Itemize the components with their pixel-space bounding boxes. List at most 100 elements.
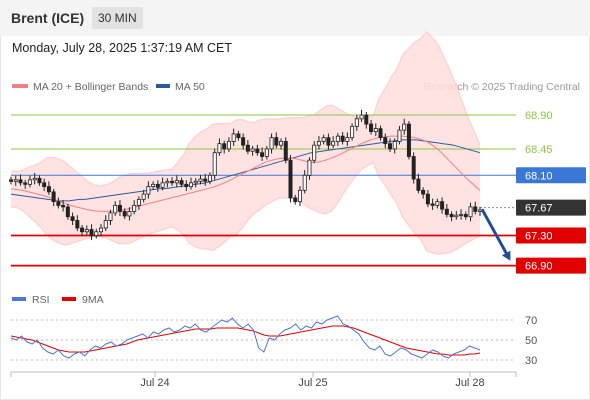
- candle: [293, 194, 298, 205]
- bollinger-lower-line: [10, 161, 481, 255]
- candle-body: [260, 152, 265, 157]
- candle-body: [117, 205, 122, 212]
- candle: [27, 175, 32, 188]
- candle: [430, 198, 435, 210]
- candle: [151, 181, 156, 190]
- candle-body: [369, 123, 374, 133]
- candle-body: [231, 133, 236, 142]
- candle-body: [23, 182, 28, 185]
- candle: [307, 157, 312, 180]
- x-tick-label: Jul 25: [298, 377, 327, 389]
- level-label-text: 67.30: [525, 231, 553, 243]
- candle: [32, 173, 37, 185]
- candle: [335, 133, 340, 146]
- candle-body: [42, 182, 47, 187]
- candle: [193, 178, 198, 188]
- candle-body: [84, 229, 89, 233]
- credit-text: Research © 2025 Trading Central: [423, 81, 580, 93]
- candle-body: [411, 156, 416, 180]
- candle-body: [103, 220, 108, 229]
- candles: [8, 109, 482, 241]
- candle: [70, 212, 75, 225]
- candle-body: [61, 205, 66, 208]
- bollinger-legend-swatch: [12, 84, 28, 88]
- candle-body: [255, 148, 260, 154]
- candle: [312, 141, 317, 164]
- candle-body: [288, 159, 293, 199]
- candle-body: [383, 137, 388, 145]
- level-label-text: 67.67: [525, 203, 553, 215]
- candle: [250, 145, 255, 156]
- candle-body: [236, 133, 241, 139]
- candle-body: [80, 227, 85, 233]
- candle: [37, 175, 42, 186]
- level-label-text: 68.10: [525, 170, 553, 182]
- candle: [440, 197, 445, 214]
- candle: [155, 180, 160, 192]
- ma9-legend-swatch: [62, 297, 76, 301]
- rsi-panel: 70 50 30: [10, 315, 537, 367]
- candle-body: [146, 186, 151, 195]
- candle-body: [440, 201, 445, 210]
- candle: [383, 133, 388, 149]
- candle: [288, 154, 293, 203]
- candle-body: [449, 214, 454, 218]
- candle-body: [293, 197, 298, 203]
- candle-body: [122, 211, 127, 217]
- level-label-box: [516, 107, 586, 124]
- candle-body: [312, 144, 317, 161]
- candle-body: [151, 183, 156, 187]
- candle: [425, 189, 430, 207]
- candle: [392, 138, 397, 154]
- candle: [75, 215, 80, 232]
- candle-body: [421, 189, 426, 195]
- candle-body: [8, 179, 13, 182]
- candle: [321, 134, 326, 145]
- candle: [326, 133, 331, 150]
- candle: [231, 128, 236, 146]
- x-axis: Jul 24 Jul 25 Jul 28: [10, 372, 517, 389]
- candle: [416, 173, 421, 194]
- level-labels: 68.90 68.45 68.10 67.67 67.30 66.90: [516, 107, 586, 274]
- candle: [387, 138, 392, 152]
- candle-body: [160, 182, 165, 188]
- candle: [189, 177, 194, 190]
- timeframe-badge[interactable]: 30 MIN: [92, 7, 143, 29]
- candle: [283, 137, 288, 164]
- candle: [127, 207, 132, 221]
- candle: [203, 173, 208, 186]
- candle: [421, 187, 426, 199]
- rsi-tick-label: 50: [525, 335, 537, 347]
- candle-body: [402, 123, 407, 131]
- candle: [435, 198, 440, 209]
- candle-body: [378, 128, 383, 139]
- candle-body: [13, 179, 18, 182]
- x-tick-label: Jul 28: [455, 377, 484, 389]
- candle-body: [174, 180, 179, 184]
- candle: [132, 200, 137, 215]
- candle-body: [354, 118, 359, 127]
- candle: [350, 123, 355, 141]
- candle-body: [170, 180, 175, 184]
- candle-body: [397, 129, 402, 142]
- candle-body: [155, 183, 160, 188]
- level-label-box: [516, 227, 586, 244]
- candle: [331, 136, 336, 149]
- candle-body: [184, 183, 189, 187]
- candle: [184, 180, 189, 192]
- candle: [160, 177, 165, 191]
- candle: [260, 147, 265, 161]
- candle: [378, 125, 383, 141]
- candle-body: [217, 143, 222, 154]
- candle-body: [207, 174, 212, 182]
- candle-body: [468, 206, 473, 218]
- candle-body: [359, 114, 364, 120]
- candle-body: [425, 193, 430, 205]
- candle-body: [89, 229, 94, 236]
- candle: [302, 170, 307, 194]
- candle: [46, 181, 51, 195]
- candle: [241, 133, 246, 150]
- candle: [402, 118, 407, 135]
- candle: [165, 178, 170, 188]
